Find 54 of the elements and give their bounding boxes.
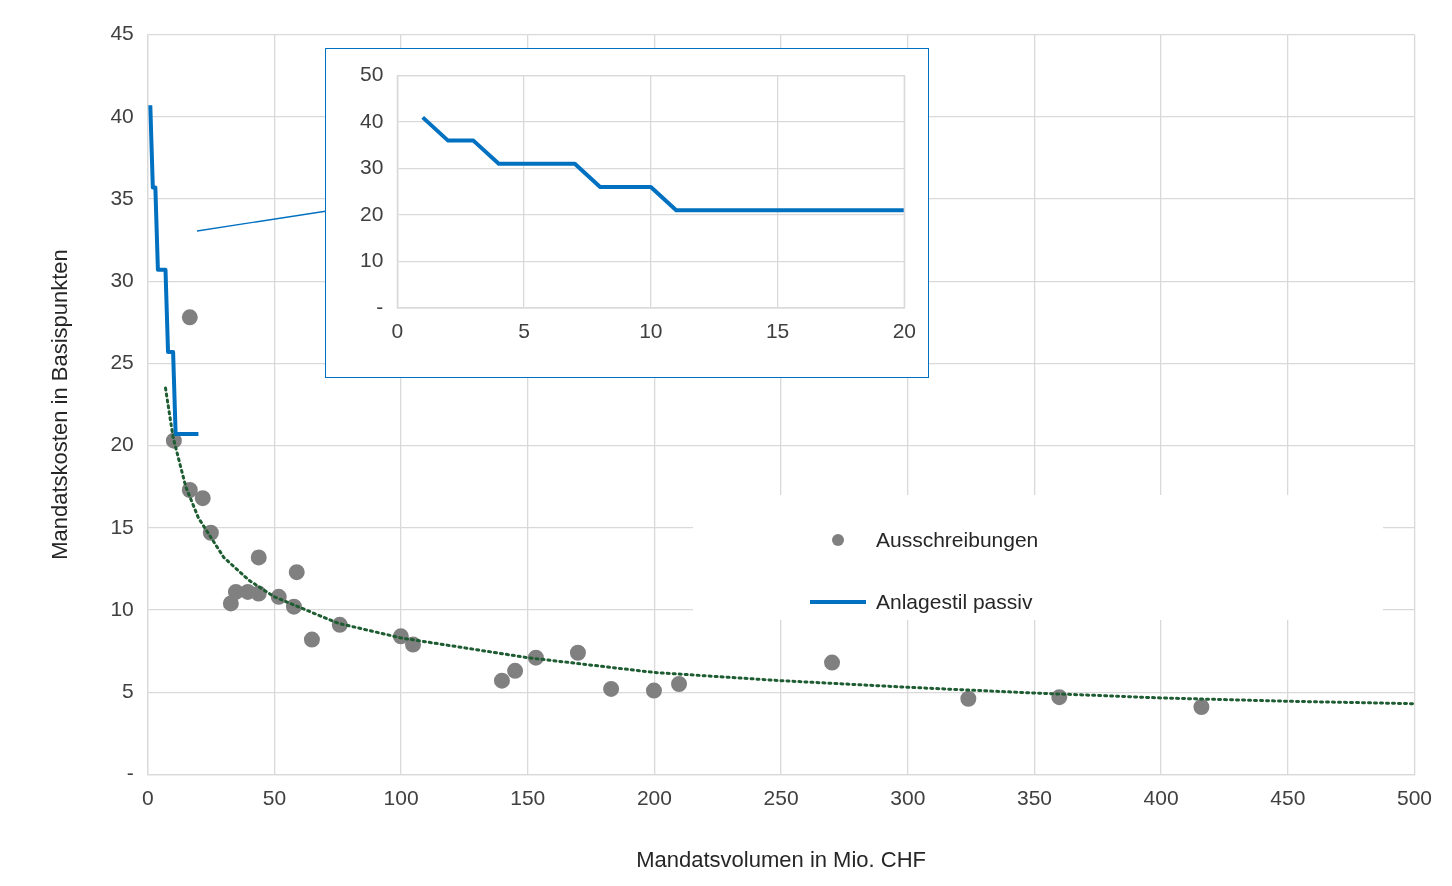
x-tick-label: 10	[639, 319, 663, 343]
x-tick-label: 0	[141, 785, 154, 809]
y-tick-label: 30	[360, 155, 384, 179]
y-tick-label: 40	[110, 103, 134, 127]
point	[250, 585, 267, 602]
legend-label: Anlagestil passiv	[876, 590, 1033, 614]
y-tick-label: -	[376, 294, 384, 318]
point	[222, 595, 239, 612]
y-tick-label: 15	[110, 514, 134, 538]
point	[194, 490, 211, 507]
point	[250, 549, 267, 566]
x-tick-label: 400	[1143, 785, 1179, 809]
point	[288, 564, 305, 581]
x-tick-label: 0	[391, 319, 404, 343]
point	[645, 682, 662, 699]
point	[824, 654, 841, 671]
point	[569, 644, 586, 661]
y-tick-label: 20	[360, 201, 384, 225]
x-tick-label: 5	[518, 319, 530, 343]
x-tick-label: 50	[262, 785, 287, 809]
y-tick-label: -	[126, 761, 134, 785]
y-tick-label: 25	[110, 350, 134, 374]
x-tick-label: 100	[383, 785, 419, 809]
y-tick-label: 45	[110, 21, 134, 45]
y-tick-label: 10	[110, 596, 134, 620]
x-axis-title: Mandatsvolumen in Mio. CHF	[636, 846, 927, 872]
x-tick-label: 500	[1396, 785, 1432, 809]
x-tick-label: 150	[510, 785, 546, 809]
x-tick-label: 20	[892, 319, 916, 343]
point	[1193, 699, 1210, 715]
point	[181, 309, 198, 326]
point	[603, 680, 620, 697]
y-tick-label: 10	[360, 248, 384, 272]
point	[303, 631, 320, 648]
legend-label: Ausschreibungen	[876, 528, 1039, 552]
y-tick-label: 5	[122, 679, 134, 702]
x-tick-label: 450	[1270, 785, 1306, 809]
y-tick-label: 35	[110, 185, 134, 209]
y-tick-label: 20	[110, 432, 134, 456]
point	[227, 583, 244, 600]
point	[493, 672, 510, 689]
y-tick-label: 50	[360, 62, 384, 86]
y-tick-label: 40	[360, 108, 384, 132]
point	[671, 675, 688, 692]
y-axis-title: Mandatskosten in Basispunkten	[47, 249, 73, 560]
x-tick-label: 200	[636, 785, 672, 809]
line-series	[163, 386, 1415, 706]
x-tick-label: 15	[765, 319, 790, 343]
y-tick-label: 30	[110, 268, 134, 291]
x-tick-label: 300	[890, 785, 926, 809]
point	[507, 662, 524, 679]
point	[960, 690, 977, 707]
x-tick-label: 350	[1016, 785, 1052, 809]
x-tick-label: 250	[763, 785, 799, 809]
